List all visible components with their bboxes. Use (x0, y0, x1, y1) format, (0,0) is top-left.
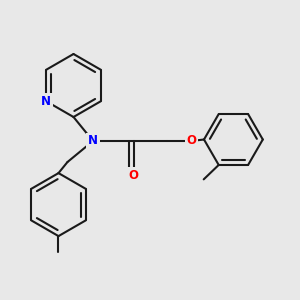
Text: N: N (88, 134, 98, 148)
Text: O: O (186, 134, 197, 148)
Text: O: O (128, 169, 139, 182)
Text: N: N (41, 95, 51, 108)
